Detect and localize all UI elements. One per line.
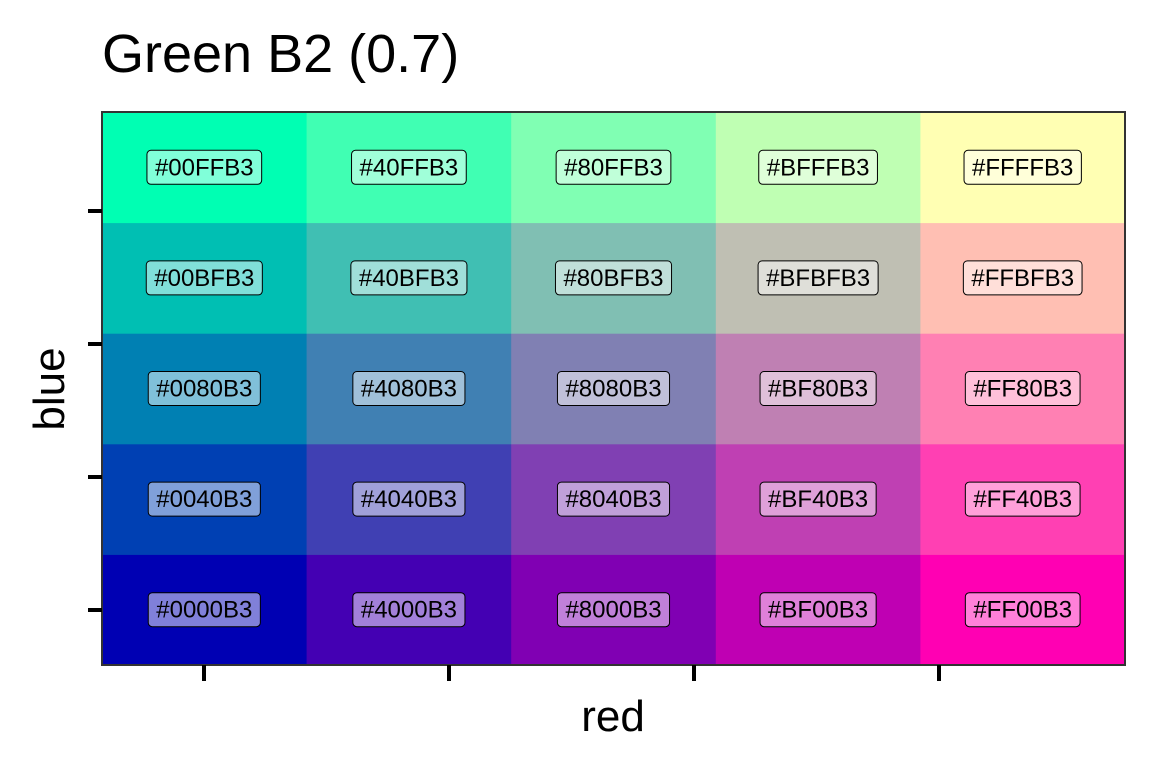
cell-label: #FFFFB3 <box>972 154 1073 181</box>
cell-label-box <box>759 371 877 406</box>
cell-label: #BFBFB3 <box>766 265 870 292</box>
cell-label: #FF80B3 <box>973 376 1072 403</box>
cell-label: #4000B3 <box>361 597 457 624</box>
x-axis-title: red <box>581 692 645 741</box>
cell-label: #FF00B3 <box>973 597 1072 624</box>
cell-label: #BF00B3 <box>768 597 868 624</box>
cell-label: #8040B3 <box>565 486 661 513</box>
cell-label: #BF40B3 <box>768 486 868 513</box>
cell-label-box <box>145 260 263 296</box>
cell-label: #4040B3 <box>361 486 457 513</box>
x-axis-ticks <box>202 665 941 681</box>
cell-label-box <box>964 481 1081 517</box>
cell-label: #80FFB3 <box>564 154 663 181</box>
cell-label-box <box>964 371 1081 406</box>
cell-label-box <box>758 149 878 185</box>
y-axis-title: blue <box>25 347 74 430</box>
cell-label-box <box>146 149 263 185</box>
cell-label: #0080B3 <box>156 376 252 403</box>
cell-label-box <box>350 260 468 296</box>
cell-label: #00BFB3 <box>154 265 254 292</box>
cell-label-box <box>147 592 261 628</box>
cell-label: #FFBFB3 <box>971 265 1074 292</box>
cell-label: #0000B3 <box>156 597 252 624</box>
cell-label: #8000B3 <box>565 597 661 624</box>
chart-title: Green B2 (0.7) <box>102 24 459 84</box>
cell-label: #BF80B3 <box>768 376 868 403</box>
cell-label-box <box>556 371 671 406</box>
cell-label-box <box>963 149 1082 185</box>
cell-label: #0040B3 <box>156 486 252 513</box>
cell-label-box <box>556 481 671 517</box>
cell-label: #BFFFB3 <box>767 154 870 181</box>
cell-label-box <box>964 592 1081 628</box>
cell-labels-layer: #0000B3 #4000B3 #8000B3 #BF00B3 #FF00B3 #0040… <box>145 149 1083 628</box>
cell-label-box <box>352 592 466 628</box>
cell-label: #FF40B3 <box>973 486 1072 513</box>
cell-label-box <box>352 481 466 517</box>
y-axis-ticks <box>88 209 102 612</box>
cell-label-box <box>555 149 672 185</box>
cell-label: #8080B3 <box>565 376 661 403</box>
cell-label-box <box>352 371 466 406</box>
cell-label: #80BFB3 <box>563 265 663 292</box>
cell-label: #40FFB3 <box>360 154 459 181</box>
cell-label: #40BFB3 <box>359 265 459 292</box>
cell-label-box <box>757 260 879 296</box>
cell-label-box <box>556 592 671 628</box>
cell-label-box <box>759 481 877 517</box>
panel-border <box>101 111 1126 666</box>
cell-label: #4080B3 <box>361 376 457 403</box>
cell-label: #00FFB3 <box>155 154 254 181</box>
cell-label-box <box>759 592 877 628</box>
cell-label-box <box>351 149 467 185</box>
cells-layer <box>102 112 1126 666</box>
cell-label-box <box>147 481 261 517</box>
cell-label-box <box>962 260 1083 296</box>
cell-label-box <box>147 371 261 406</box>
cell-label-box <box>554 260 673 296</box>
